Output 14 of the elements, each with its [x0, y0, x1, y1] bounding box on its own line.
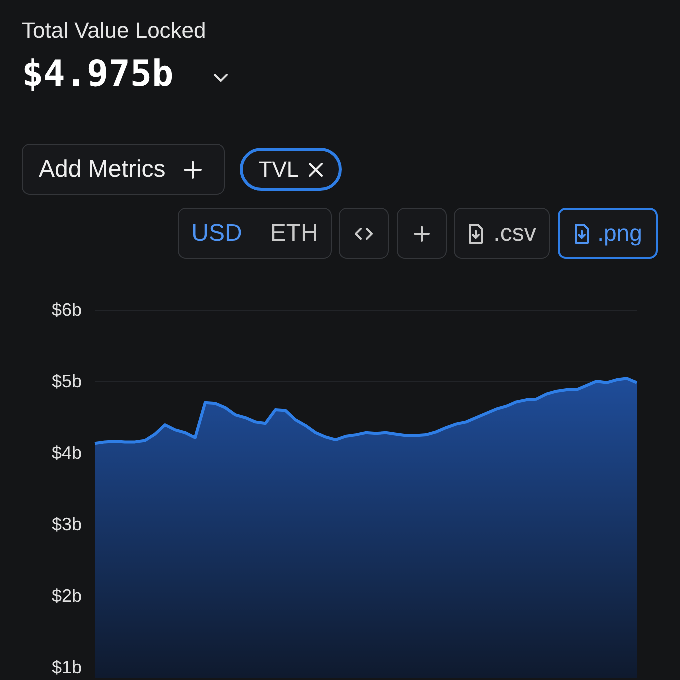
- y-tick-label: $1b: [52, 657, 82, 678]
- y-tick-label: $2b: [52, 586, 82, 606]
- chart-subtitle: $4.975b: [22, 54, 174, 95]
- y-tick-label: $4b: [52, 442, 82, 463]
- text: ETH: [270, 220, 318, 248]
- y-tick-label: $3b: [52, 514, 82, 534]
- y-tick-label: $5b: [52, 371, 82, 392]
- text: Add Metrics: [39, 156, 166, 184]
- text: TVL: [258, 156, 300, 182]
- text: .png: [598, 220, 642, 247]
- y-tick-label: $6b: [52, 300, 82, 320]
- text: USD: [192, 220, 242, 248]
- text: .csv: [494, 220, 536, 248]
- chart-title: Total Value Locked: [22, 18, 206, 44]
